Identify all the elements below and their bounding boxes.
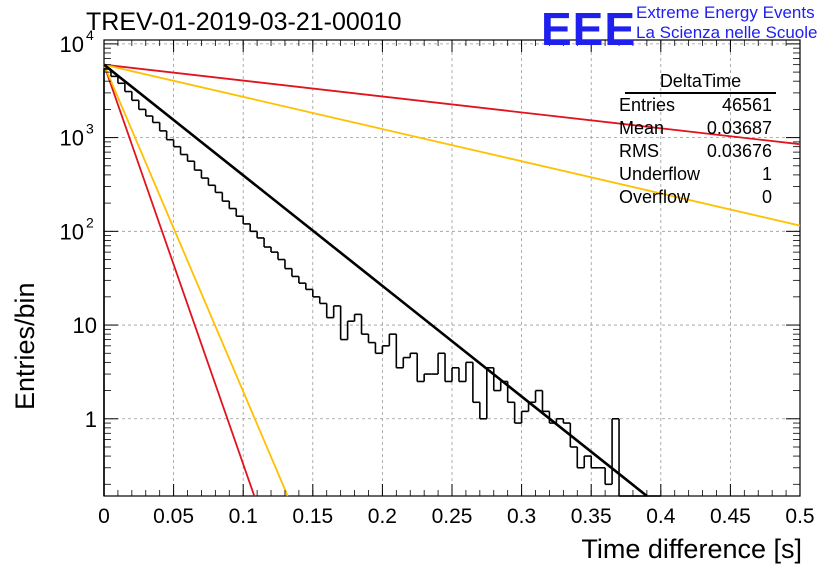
x-tick-label: 0.45 <box>710 505 751 528</box>
x-tick-label: 0.15 <box>292 505 333 528</box>
y-tick-label: 1 <box>85 407 97 432</box>
reference-curve <box>103 64 256 497</box>
chart-title: TREV-01-2019-03-21-00010 <box>86 8 402 36</box>
x-tick-label: 0.5 <box>785 505 814 528</box>
y-tick-label: 10 <box>60 219 84 244</box>
stats-value: 0 <box>761 187 772 207</box>
tick-labels: 0 0.05 0.1 0.15 0.2 0.25 0.3 0.35 0.4 0.45 0.51101… <box>60 27 815 528</box>
stats-value: 0.03676 <box>706 141 772 161</box>
x-axis-label: Time difference [s] <box>581 534 802 564</box>
curves <box>103 63 801 497</box>
stats-value: 46561 <box>721 95 772 115</box>
fit-line <box>103 63 648 498</box>
x-tick-label: 0.05 <box>153 505 194 528</box>
stats-label: Underflow <box>619 164 701 184</box>
stats-label: Entries <box>619 95 676 115</box>
stats-value: 1 <box>761 164 772 184</box>
stats-row-mean: Mean 0.03687 <box>611 117 776 140</box>
reference-curve <box>103 63 801 227</box>
stats-label: RMS <box>619 141 659 161</box>
x-tick-label: 0.35 <box>571 505 612 528</box>
stats-row-rms: RMS 0.03676 <box>611 140 776 163</box>
y-tick-exponent: 4 <box>86 27 94 43</box>
reference-curve <box>103 63 801 146</box>
x-tick-label: 0.1 <box>229 505 258 528</box>
stats-row-overflow: Overflow 0 <box>611 186 776 209</box>
fit-curve <box>103 63 648 498</box>
eee-logo: EEE <box>540 3 636 55</box>
org-line-2: La Scienza nelle Scuole <box>636 23 818 42</box>
x-tick-label: 0.4 <box>646 505 676 528</box>
org-line-1: Extreme Energy Events <box>636 3 815 22</box>
y-tick-exponent: 2 <box>86 214 94 230</box>
x-tick-label: 0.3 <box>507 505 536 528</box>
x-tick-label: 0.25 <box>432 505 473 528</box>
stats-title: DeltaTime <box>625 70 776 94</box>
stats-box: DeltaTime Entries 46561 Mean 0.03687 RMS… <box>611 70 776 209</box>
organization-name: Extreme Energy Events La Scienza nelle S… <box>636 3 817 43</box>
stats-value: 0.03687 <box>706 118 772 138</box>
y-axis-label: Entries/bin <box>10 282 40 410</box>
y-tick-label: 10 <box>73 313 97 338</box>
y-tick-label: 10 <box>60 32 84 57</box>
axis-ticks <box>103 40 801 496</box>
x-tick-label: 0.2 <box>368 505 397 528</box>
stats-row-entries: Entries 46561 <box>611 94 776 117</box>
x-tick-label: 0 <box>98 505 110 528</box>
stats-label: Overflow <box>619 187 691 207</box>
y-tick-exponent: 3 <box>86 121 94 137</box>
reference-curve <box>103 64 289 497</box>
y-tick-label: 10 <box>60 126 84 151</box>
stats-row-underflow: Underflow 1 <box>611 163 776 186</box>
histogram <box>103 68 661 497</box>
stats-label: Mean <box>619 118 665 138</box>
